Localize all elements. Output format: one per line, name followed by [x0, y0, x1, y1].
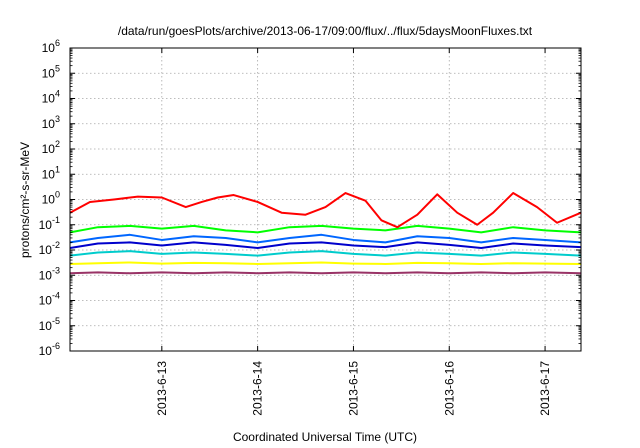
y-tick-label: 100 — [42, 190, 60, 207]
x-tick-label: 2013-6-14 — [251, 361, 265, 416]
y-tick-label: 101 — [42, 164, 60, 181]
y-tick-label: 106 — [42, 38, 60, 55]
y-axis-ticks — [70, 47, 581, 352]
series-line-4 — [69, 250, 582, 257]
y-tick-label: 103 — [42, 114, 60, 131]
x-axis-ticks — [161, 48, 546, 351]
x-axis-tick-labels: 2013-6-13 2013-6-14 2013-6-15 2013-6-16 2013… — [155, 361, 552, 416]
x-tick-label: 2013-6-15 — [346, 361, 360, 416]
series-line-2 — [69, 233, 582, 244]
y-axis-label: protons/cm²-s-sr-MeV — [18, 142, 32, 258]
y-tick-label: 10-2 — [39, 240, 60, 257]
series-line-0 — [69, 192, 582, 229]
y-tick-label: 102 — [42, 139, 60, 156]
series-layer — [69, 192, 582, 275]
y-tick-label: 10-5 — [39, 316, 60, 333]
series-line-1 — [69, 224, 582, 234]
y-axis-tick-labels: 10-6 10-5 10-4 10-3 10-2 10-1 100 101 102 103 104 1… — [39, 38, 60, 358]
y-tick-label: 10-4 — [39, 291, 60, 308]
x-tick-label: 2013-6-13 — [155, 361, 169, 416]
x-axis-label: Coordinated Universal Time (UTC) — [233, 430, 417, 444]
x-tick-label: 2013-6-16 — [442, 361, 456, 416]
y-tick-label: 10-3 — [39, 265, 60, 282]
series-line-5 — [69, 261, 582, 265]
x-tick-label: 2013-6-17 — [538, 361, 552, 416]
series-line-3 — [69, 241, 582, 249]
chart-title: /data/run/goesPlots/archive/2013-06-17/0… — [118, 24, 533, 38]
y-tick-label: 105 — [42, 63, 60, 80]
series-line-6 — [69, 271, 582, 275]
y-tick-label: 10-6 — [39, 341, 60, 358]
y-tick-label: 104 — [42, 89, 60, 106]
y-tick-label: 10-1 — [39, 215, 60, 232]
grid — [70, 48, 581, 351]
